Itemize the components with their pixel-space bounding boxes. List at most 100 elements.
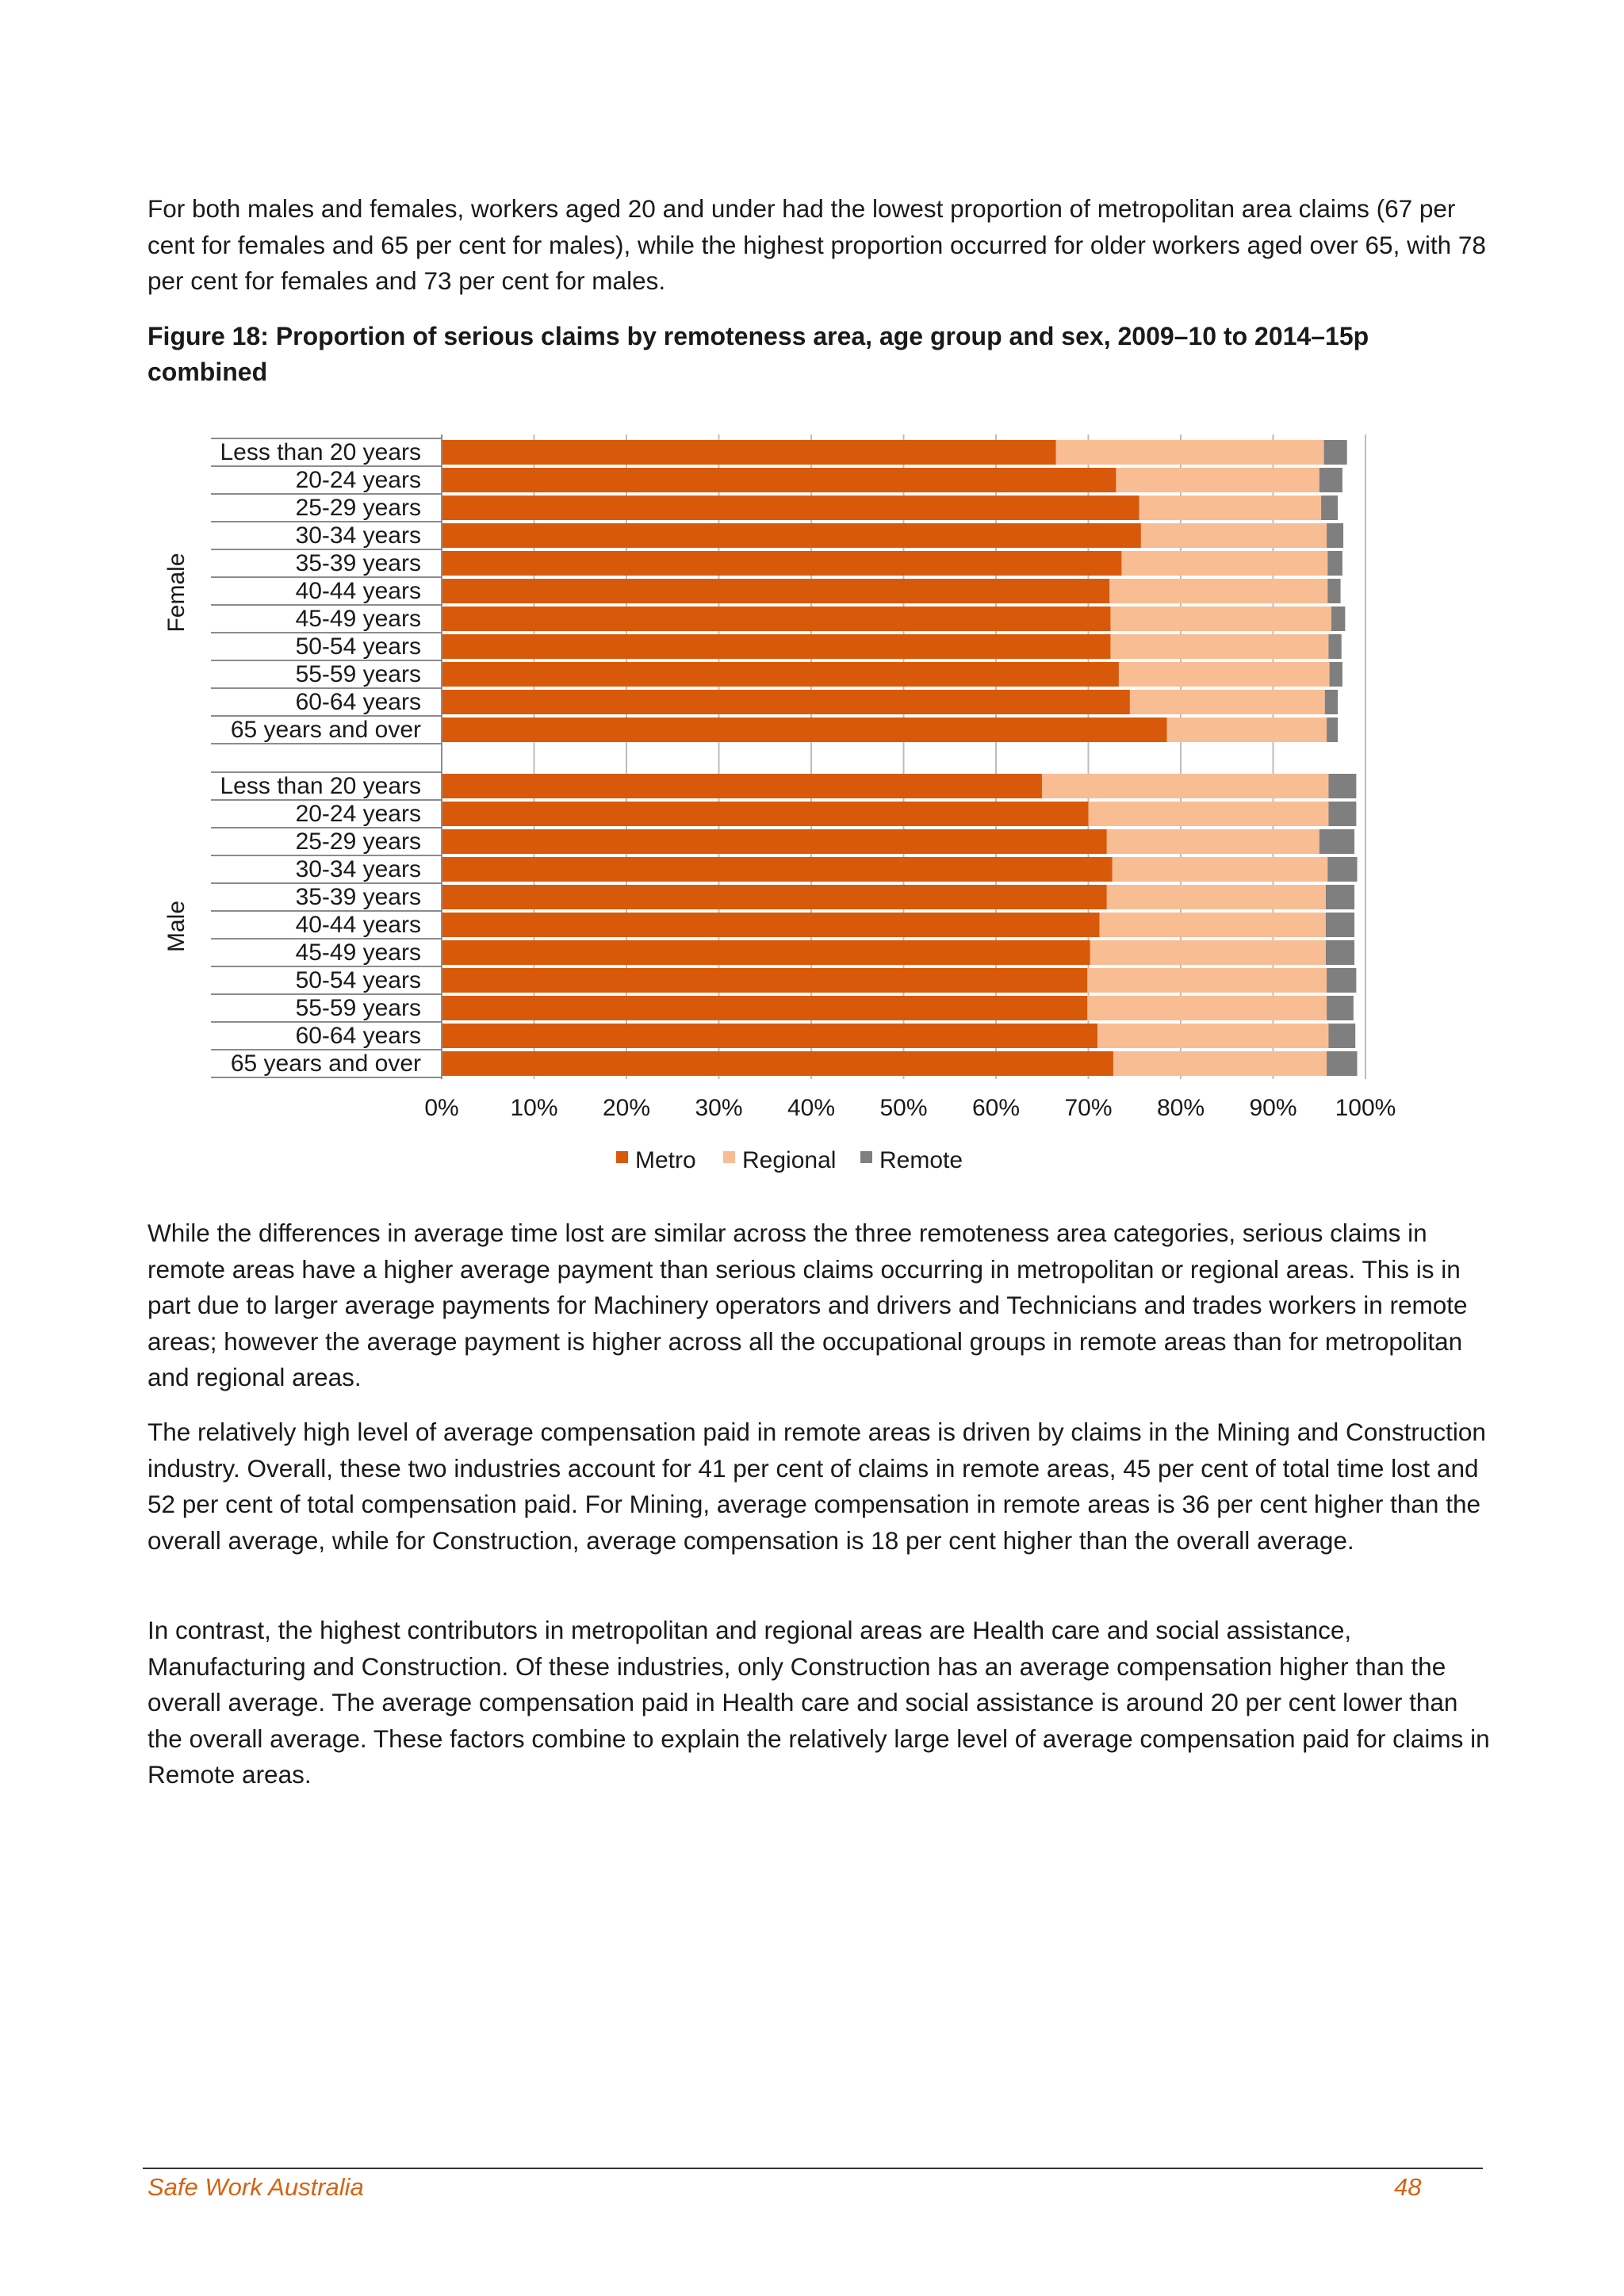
bar-segment-regional — [1088, 802, 1329, 826]
bar-segment-metro — [442, 690, 1130, 714]
x-tick-label: 50% — [879, 1095, 927, 1121]
x-tick-label: 100% — [1335, 1095, 1396, 1121]
category-label: 45-49 years — [296, 939, 421, 966]
bar-segment-metro — [442, 857, 1113, 882]
bar-segment-metro — [442, 774, 1043, 798]
bar-segment-remote — [1327, 579, 1341, 603]
bar-segment-regional — [1087, 968, 1327, 993]
group-label-male: Male — [163, 901, 190, 952]
bar-segment-remote — [1327, 857, 1358, 882]
bar-segment-metro — [442, 634, 1111, 659]
category-label: 35-39 years — [296, 884, 421, 910]
bar-segment-remote — [1327, 718, 1339, 742]
category-label: Less than 20 years — [220, 439, 422, 465]
bar-segment-regional — [1099, 913, 1326, 937]
bar-segment-remote — [1323, 440, 1347, 465]
category-label: 25-29 years — [296, 495, 421, 521]
bar-segment-remote — [1324, 690, 1339, 714]
x-tick-label: 80% — [1157, 1095, 1205, 1121]
chart-bars — [442, 440, 1358, 1076]
category-label: 50-54 years — [296, 633, 421, 660]
x-tick-label: 0% — [424, 1095, 458, 1121]
body-paragraph-3: In contrast, the highest contributors in… — [147, 1616, 1490, 1789]
bar-segment-regional — [1106, 885, 1326, 909]
bar-segment-regional — [1112, 857, 1328, 882]
bar-segment-remote — [1319, 829, 1355, 854]
bar-segment-remote — [1327, 968, 1357, 993]
bar-segment-remote — [1319, 468, 1342, 492]
bar-segment-remote — [1327, 1051, 1358, 1076]
category-label: 20-24 years — [296, 467, 421, 493]
bar-segment-metro — [442, 913, 1100, 937]
bar-segment-metro — [442, 1051, 1113, 1076]
legend-swatch-metro — [616, 1151, 628, 1163]
bar-segment-remote — [1325, 913, 1355, 937]
footer-page-number: 48 — [1394, 2173, 1422, 2201]
bar-segment-metro — [442, 496, 1139, 520]
x-tick-label: 40% — [787, 1095, 835, 1121]
bar-segment-regional — [1090, 940, 1326, 965]
category-label: 40-44 years — [296, 912, 421, 938]
bar-segment-regional — [1129, 690, 1325, 714]
category-label: 25-29 years — [296, 828, 421, 855]
bar-segment-regional — [1116, 468, 1320, 492]
bar-segment-remote — [1331, 607, 1346, 631]
bar-segment-metro — [442, 440, 1056, 465]
bar-segment-metro — [442, 802, 1089, 826]
bar-segment-remote — [1329, 662, 1342, 687]
bar-segment-metro — [442, 662, 1119, 687]
bar-segment-remote — [1328, 802, 1357, 826]
category-label: 50-54 years — [296, 967, 421, 993]
group-label-female: Female — [163, 553, 190, 632]
x-tick-label: 60% — [972, 1095, 1020, 1121]
intro-paragraph: For both males and females, workers aged… — [147, 194, 1486, 295]
bar-segment-metro — [442, 718, 1167, 742]
bar-segment-metro — [442, 885, 1107, 909]
footer-rule — [143, 2168, 1483, 2169]
category-label: 55-59 years — [296, 995, 421, 1021]
bar-segment-regional — [1109, 579, 1328, 603]
bar-segment-metro — [442, 829, 1107, 854]
category-label: 65 years and over — [231, 1050, 421, 1077]
x-tick-label: 20% — [603, 1095, 650, 1121]
bar-segment-metro — [442, 607, 1111, 631]
x-tick-label: 70% — [1064, 1095, 1112, 1121]
bar-segment-remote — [1328, 1024, 1356, 1048]
bar-segment-remote — [1327, 523, 1344, 548]
bar-segment-regional — [1139, 496, 1322, 520]
legend-swatch-remote — [860, 1151, 872, 1163]
bar-segment-regional — [1042, 774, 1329, 798]
bar-segment-metro — [442, 996, 1088, 1020]
category-label: 65 years and over — [231, 717, 421, 743]
category-label: 35-39 years — [296, 550, 421, 576]
bar-segment-regional — [1140, 523, 1327, 548]
bar-segment-regional — [1110, 634, 1329, 659]
footer-publisher: Safe Work Australia — [147, 2173, 364, 2201]
chart-legend: Metro Regional Remote — [616, 1147, 963, 1173]
bar-segment-regional — [1087, 996, 1327, 1020]
category-label: Less than 20 years — [220, 773, 422, 799]
bar-segment-metro — [442, 1024, 1098, 1048]
bar-segment-regional — [1097, 1024, 1329, 1048]
bar-segment-metro — [442, 579, 1110, 603]
body-paragraph-2: The relatively high level of average com… — [147, 1418, 1486, 1555]
body-paragraph-1: While the differences in average time lo… — [147, 1219, 1468, 1391]
legend-label-regional: Regional — [742, 1147, 836, 1173]
bar-segment-metro — [442, 523, 1141, 548]
bar-segment-remote — [1328, 774, 1357, 798]
x-tick-label: 10% — [510, 1095, 557, 1121]
x-tick-label: 90% — [1249, 1095, 1297, 1121]
legend-swatch-regional — [723, 1151, 735, 1163]
bar-segment-remote — [1327, 551, 1342, 576]
bar-segment-metro — [442, 551, 1122, 576]
category-label: 60-64 years — [296, 1023, 421, 1049]
category-label: 45-49 years — [296, 606, 421, 632]
bar-segment-metro — [442, 940, 1090, 965]
bar-segment-regional — [1166, 718, 1327, 742]
bar-segment-regional — [1113, 1051, 1327, 1076]
legend-label-metro: Metro — [635, 1147, 696, 1173]
category-label: 30-34 years — [296, 856, 421, 882]
bar-segment-remote — [1325, 885, 1355, 909]
bar-segment-remote — [1327, 996, 1354, 1020]
